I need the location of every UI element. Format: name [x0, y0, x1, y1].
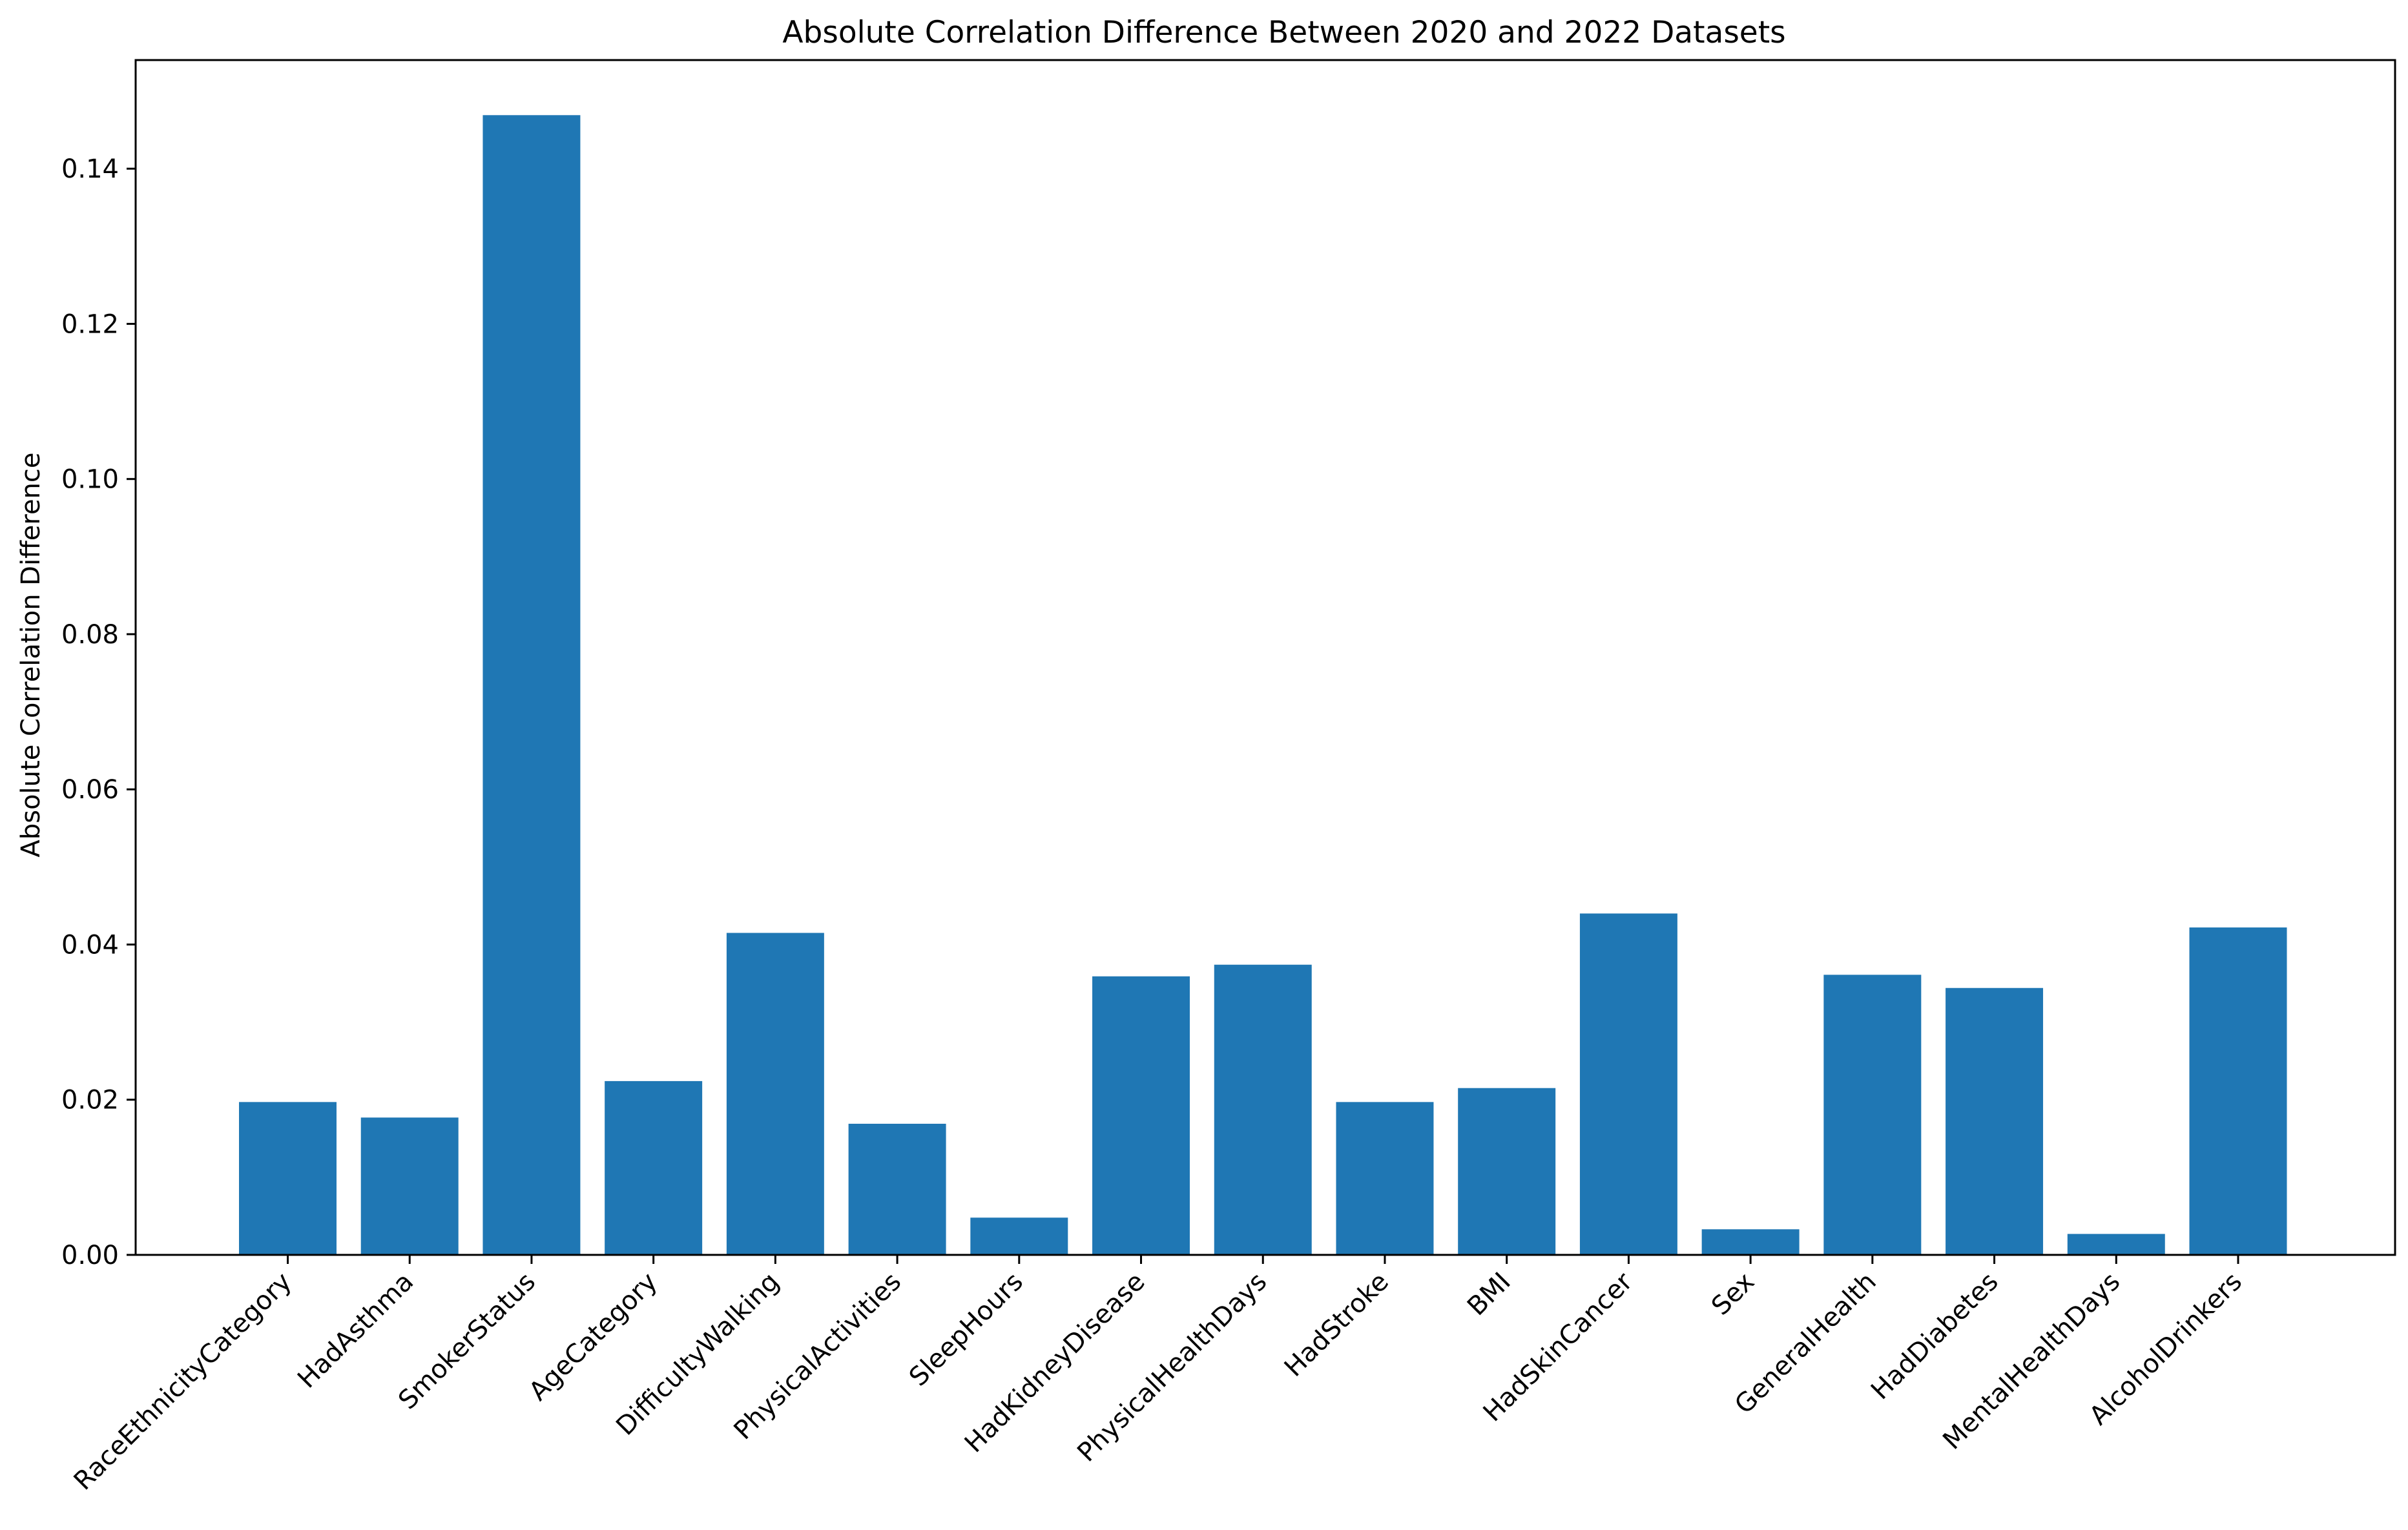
bar-HadDiabetes [1946, 987, 2044, 1255]
y-tick-label: 0.04 [61, 930, 119, 960]
x-tick-label-Sex: Sex [1706, 1267, 1760, 1321]
bar-AgeCategory [605, 1080, 703, 1255]
y-tick-label: 0.00 [61, 1241, 119, 1270]
bar-RaceEthnicityCategory [239, 1102, 337, 1255]
bar-PhysicalHealthDays [1214, 964, 1312, 1255]
bar-HadAsthma [360, 1117, 459, 1255]
x-tick-label-AgeCategory: AgeCategory [523, 1267, 663, 1407]
x-axis: RaceEthnicityCategoryHadAsthmaSmokerStat… [68, 1255, 2248, 1496]
y-tick-label: 0.02 [61, 1086, 119, 1115]
bar-AlcoholDrinkers [2189, 927, 2287, 1255]
bar-BMI [1458, 1088, 1556, 1255]
bar-HadSkinCancer [1579, 913, 1677, 1255]
x-tick-label-HadStroke: HadStroke [1279, 1267, 1395, 1383]
bar-SmokerStatus [483, 115, 581, 1255]
bar-SleepHours [970, 1217, 1068, 1255]
x-tick-label-HadAsthma: HadAsthma [292, 1267, 419, 1394]
bar-MentalHealthDays [2067, 1234, 2165, 1255]
x-tick-label-BMI: BMI [1462, 1267, 1517, 1322]
bars-layer [239, 115, 2287, 1255]
y-tick-label: 0.06 [61, 775, 119, 805]
y-tick-label: 0.08 [61, 620, 119, 650]
x-tick-label-HadDiabetes: HadDiabetes [1865, 1267, 2004, 1406]
plot-frame [134, 59, 2396, 1256]
y-axis: 0.00 0.02 0.04 0.06 0.08 0.10 0.12 0.14 [61, 154, 136, 1270]
bar-HadStroke [1336, 1102, 1434, 1255]
x-tick-label-SleepHours: SleepHours [904, 1267, 1029, 1392]
x-tick-label-RaceEthnicityCategory: RaceEthnicityCategory [68, 1267, 298, 1496]
bar-DifficultyWalking [726, 933, 824, 1255]
y-tick-label: 0.12 [61, 309, 119, 339]
bar-Sex [1701, 1229, 1800, 1255]
y-axis-label: Absolute Correlation Difference [16, 452, 46, 857]
chart-title: Absolute Correlation Difference Between … [782, 15, 1785, 50]
bar-HadKidneyDisease [1092, 976, 1190, 1255]
y-tick-label: 0.14 [61, 154, 119, 184]
bar-PhysicalActivities [848, 1123, 946, 1255]
y-tick-label: 0.10 [61, 465, 119, 495]
bar-GeneralHealth [1823, 975, 1922, 1255]
